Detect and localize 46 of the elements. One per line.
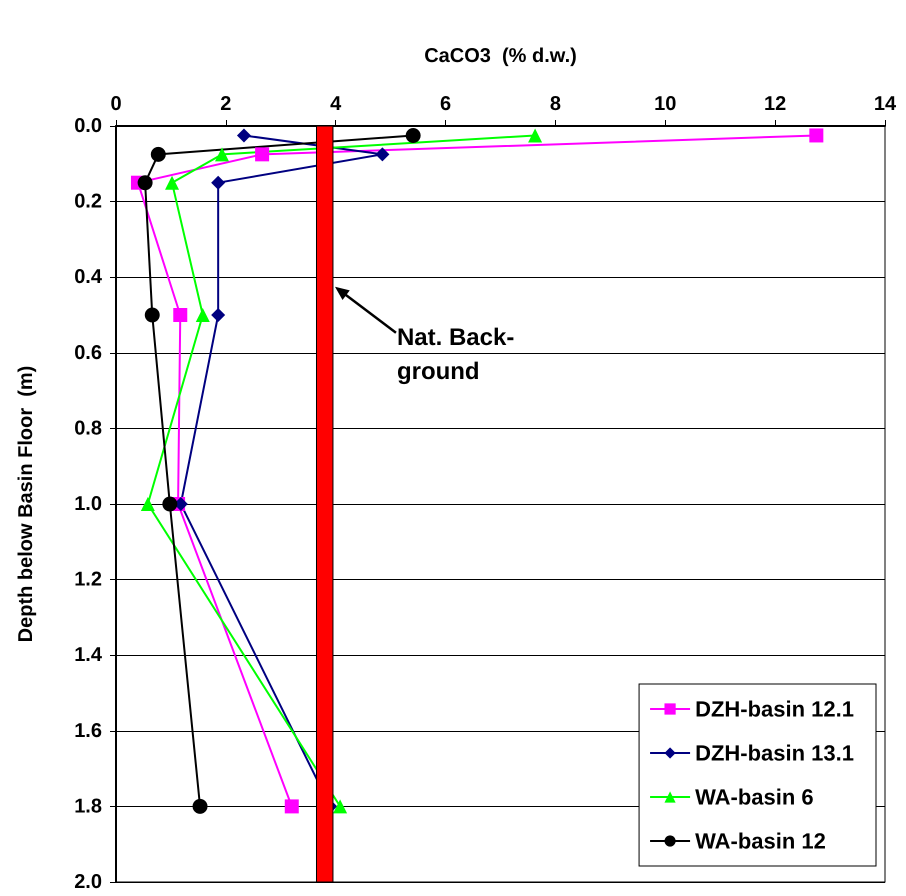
point	[196, 308, 210, 322]
legend-label: DZH-basin 13.1	[695, 740, 854, 766]
y-tick-label: 1.8	[74, 795, 102, 818]
point	[333, 799, 348, 814]
point	[211, 308, 226, 322]
x-tick-label: 14	[874, 93, 897, 115]
point	[375, 147, 390, 162]
x-axis-title: CaCO3 (% d.w.)	[424, 45, 577, 67]
point	[406, 128, 421, 143]
y-tick-label: 0.8	[74, 417, 102, 440]
y-tick-label: 0.6	[74, 342, 102, 364]
point	[162, 496, 178, 512]
point	[215, 147, 230, 162]
point	[192, 798, 208, 814]
point	[173, 308, 188, 322]
y-tick-label: 1.6	[74, 720, 102, 742]
y-tick-label: 2.0	[74, 871, 102, 893]
point	[528, 128, 542, 142]
y-tick-label: 0.2	[74, 190, 102, 213]
point	[165, 176, 180, 190]
y-axis-title: Depth below Basin Floor (m)	[15, 366, 37, 642]
y-tick-label: 1.4	[74, 644, 103, 666]
point	[150, 146, 166, 162]
x-tick-label: 10	[654, 93, 676, 115]
x-tick-label: 12	[764, 93, 786, 115]
legend-label: WA-basin 6	[695, 784, 814, 810]
annotation: Nat. Back- ground	[396, 324, 514, 385]
y-tick-label: 1.2	[74, 568, 102, 591]
legend-label: WA-basin 12	[695, 828, 826, 854]
point	[809, 128, 824, 142]
point	[138, 175, 153, 190]
y-tick-label: 0.0	[74, 115, 102, 137]
point	[236, 128, 251, 142]
x-tick-label: 0	[110, 93, 122, 115]
x-tick-label: 8	[550, 93, 561, 115]
point	[284, 799, 299, 814]
point	[140, 497, 155, 511]
y-tick-label: 1.0	[74, 493, 102, 515]
point	[211, 176, 226, 190]
x-tick-label: 4	[330, 93, 342, 115]
x-tick-label: 2	[220, 93, 232, 115]
y-tick-label: 0.4	[74, 266, 103, 288]
point	[144, 308, 160, 322]
x-tick-label: 6	[440, 93, 452, 115]
legend-label: DZH-basin 12.1	[695, 696, 854, 722]
point	[255, 147, 270, 162]
